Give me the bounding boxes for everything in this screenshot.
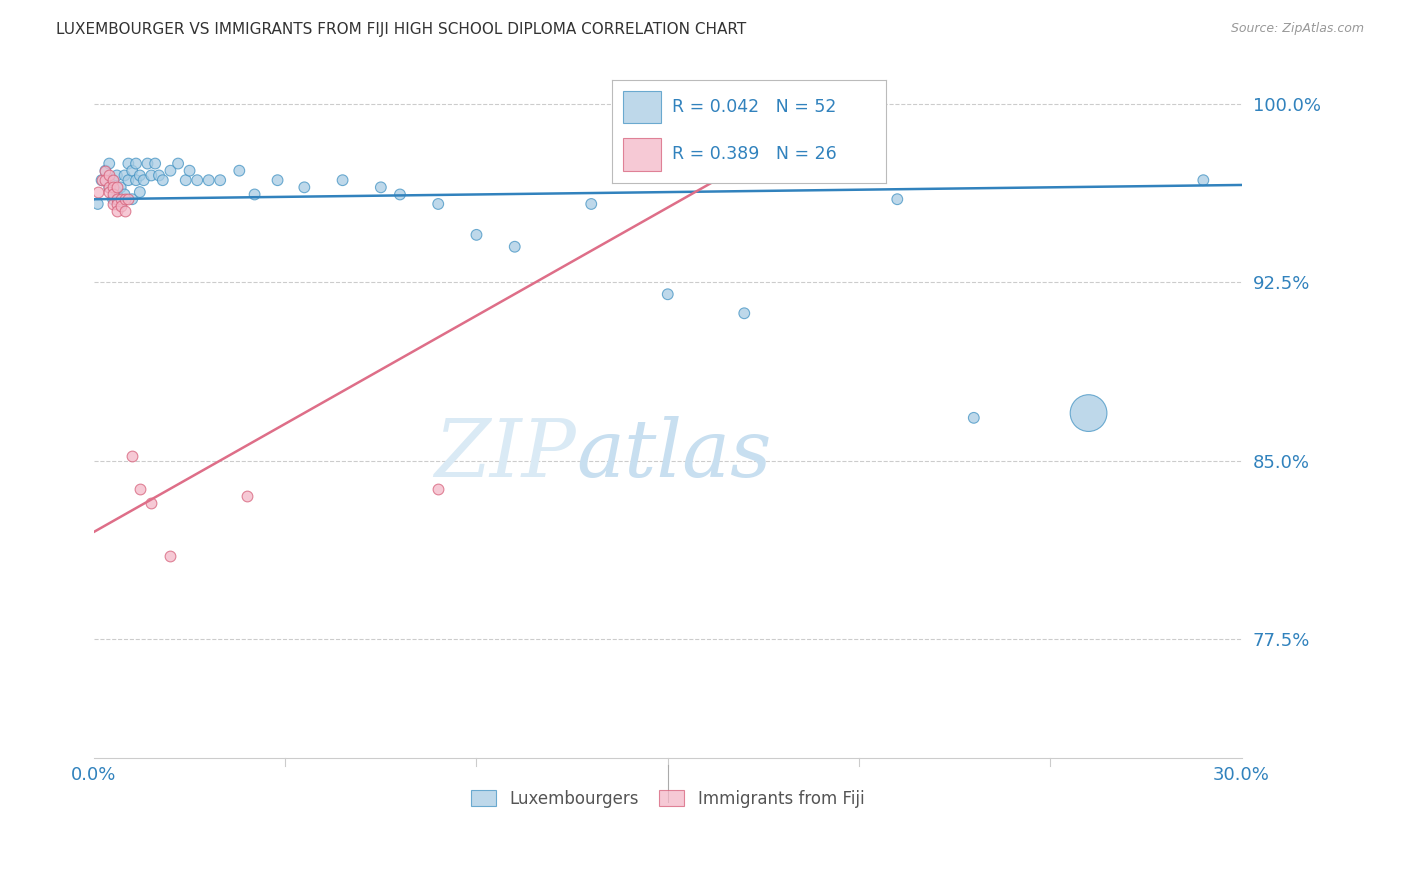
Point (101, 180, 124, 194)
Point (427, 482, 450, 496)
Point (159, 549, 181, 563)
Point (110, 197, 132, 211)
FancyBboxPatch shape (623, 137, 661, 170)
Point (98, 180, 121, 194)
Point (117, 173, 139, 187)
Point (121, 449, 143, 463)
Point (128, 482, 150, 496)
Point (101, 197, 124, 211)
Point (143, 156, 166, 170)
Point (1077, 406, 1099, 420)
Point (98, 156, 121, 170)
Point (657, 287, 679, 301)
Point (503, 240, 526, 254)
Point (886, 192, 908, 206)
Point (197, 173, 219, 187)
Point (101, 173, 124, 187)
Text: Source: ZipAtlas.com: Source: ZipAtlas.com (1230, 22, 1364, 36)
Point (581, 197, 603, 211)
Text: LUXEMBOURGER VS IMMIGRANTS FROM FIJI HIGH SCHOOL DIPLOMA CORRELATION CHART: LUXEMBOURGER VS IMMIGRANTS FROM FIJI HIG… (56, 22, 747, 37)
Point (90, 173, 112, 187)
Point (465, 227, 488, 242)
Point (141, 169, 163, 183)
Point (105, 185, 128, 199)
Point (388, 187, 411, 202)
Point (332, 173, 354, 187)
Point (94, 163, 117, 178)
Point (114, 187, 136, 202)
Point (243, 187, 266, 202)
Text: atlas: atlas (576, 416, 772, 493)
Point (427, 197, 450, 211)
Text: R = 0.389   N = 26: R = 0.389 N = 26 (672, 145, 837, 163)
Point (136, 156, 159, 170)
Point (167, 156, 190, 170)
Point (110, 180, 132, 194)
Point (121, 192, 143, 206)
Point (94, 173, 117, 187)
Point (110, 199, 132, 213)
Text: ZIP: ZIP (434, 416, 576, 493)
Point (128, 169, 150, 183)
Point (101, 192, 124, 206)
Point (110, 192, 132, 206)
Point (125, 173, 148, 187)
Point (209, 173, 232, 187)
Point (266, 173, 288, 187)
Point (228, 163, 250, 178)
Point (98, 180, 121, 194)
Point (186, 173, 208, 187)
Point (121, 163, 143, 178)
Point (105, 169, 128, 183)
Point (117, 192, 139, 206)
Point (105, 192, 128, 206)
Point (101, 187, 124, 202)
Point (125, 156, 148, 170)
Point (98, 185, 121, 199)
Point (236, 489, 259, 503)
Point (94, 163, 117, 178)
Point (370, 180, 392, 194)
Point (101, 173, 124, 187)
Point (174, 173, 197, 187)
FancyBboxPatch shape (623, 91, 661, 123)
Point (87, 197, 110, 211)
Point (141, 496, 163, 510)
Point (132, 173, 155, 187)
Legend: Luxembourgers, Immigrants from Fiji: Luxembourgers, Immigrants from Fiji (465, 783, 870, 814)
Point (105, 180, 128, 194)
Point (98, 169, 121, 183)
Point (105, 197, 128, 211)
Point (87, 185, 110, 199)
Point (733, 306, 755, 320)
Point (292, 180, 315, 194)
Point (105, 204, 128, 219)
Point (159, 163, 181, 178)
Point (114, 192, 136, 206)
Text: R = 0.042   N = 52: R = 0.042 N = 52 (672, 98, 837, 116)
Point (179, 163, 201, 178)
Point (90, 173, 112, 187)
Point (152, 173, 174, 187)
Point (1192, 173, 1215, 187)
Point (963, 410, 986, 425)
Point (114, 204, 136, 219)
Point (114, 169, 136, 183)
Point (810, 169, 832, 183)
Point (117, 156, 139, 170)
Point (148, 169, 170, 183)
Point (128, 185, 150, 199)
